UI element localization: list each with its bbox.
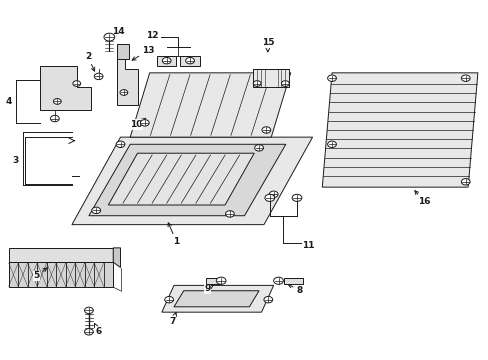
Circle shape	[164, 296, 173, 303]
Circle shape	[253, 81, 261, 86]
Polygon shape	[40, 66, 91, 111]
Polygon shape	[9, 248, 113, 262]
Text: 4: 4	[5, 97, 12, 106]
Circle shape	[216, 277, 225, 284]
Circle shape	[73, 81, 81, 86]
Polygon shape	[162, 285, 273, 312]
Polygon shape	[322, 73, 477, 187]
Text: 11: 11	[302, 240, 314, 249]
Circle shape	[94, 73, 103, 80]
Circle shape	[460, 179, 469, 185]
Circle shape	[120, 90, 127, 95]
Circle shape	[327, 141, 336, 148]
Text: 9: 9	[204, 284, 213, 293]
Text: 10: 10	[130, 118, 145, 129]
Circle shape	[327, 75, 336, 81]
Circle shape	[116, 141, 124, 148]
Text: 7: 7	[169, 312, 176, 326]
Polygon shape	[174, 291, 259, 307]
Polygon shape	[130, 73, 290, 137]
Polygon shape	[284, 278, 302, 284]
Circle shape	[104, 33, 115, 41]
Polygon shape	[9, 262, 113, 287]
Text: 5: 5	[33, 268, 47, 280]
Polygon shape	[108, 153, 254, 205]
Text: 12: 12	[145, 31, 158, 40]
Polygon shape	[72, 137, 312, 225]
Text: 2: 2	[84, 52, 95, 71]
Text: 14: 14	[112, 27, 124, 37]
Polygon shape	[117, 44, 137, 105]
Circle shape	[84, 307, 93, 314]
Circle shape	[84, 329, 93, 335]
Circle shape	[92, 207, 101, 213]
Text: 1: 1	[168, 223, 179, 246]
Circle shape	[281, 81, 288, 86]
Text: 16: 16	[414, 191, 430, 206]
Circle shape	[140, 120, 149, 126]
Circle shape	[225, 211, 234, 217]
Circle shape	[460, 75, 469, 81]
Circle shape	[254, 145, 263, 151]
Polygon shape	[157, 56, 176, 66]
Text: 15: 15	[261, 38, 274, 52]
Circle shape	[185, 58, 194, 64]
Polygon shape	[205, 278, 220, 284]
Circle shape	[50, 115, 59, 122]
Circle shape	[291, 194, 301, 202]
Polygon shape	[117, 44, 128, 59]
Text: 6: 6	[94, 323, 102, 336]
Circle shape	[273, 277, 283, 284]
Circle shape	[269, 191, 278, 198]
Polygon shape	[180, 56, 200, 66]
Polygon shape	[89, 144, 285, 216]
Polygon shape	[253, 69, 288, 87]
Circle shape	[162, 58, 171, 64]
Circle shape	[264, 296, 272, 303]
Text: 13: 13	[132, 46, 154, 60]
Text: 3: 3	[13, 156, 19, 165]
Polygon shape	[113, 248, 120, 267]
Text: 8: 8	[288, 284, 302, 294]
Circle shape	[53, 99, 61, 104]
Circle shape	[264, 194, 274, 202]
Circle shape	[262, 127, 270, 133]
